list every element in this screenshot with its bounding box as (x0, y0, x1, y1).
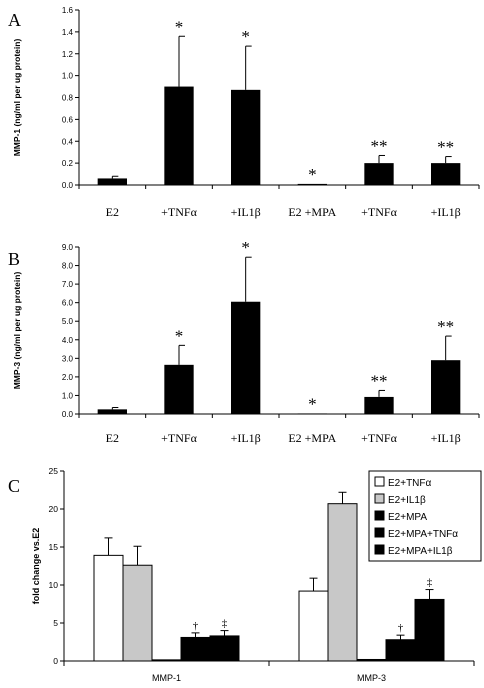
significance-marker: ** (371, 371, 388, 390)
significance-marker: † (193, 620, 199, 632)
significance-marker: * (175, 326, 184, 345)
y-tick-label: 1.0 (62, 391, 74, 400)
legend-entry: E2+MPA+IL1β (388, 546, 453, 557)
y-tick-label: 1.6 (62, 6, 74, 15)
significance-marker: ‡ (222, 618, 228, 630)
legend-entry: E2+MPA (388, 512, 427, 523)
bar (414, 598, 445, 662)
bar (356, 658, 387, 662)
bar (385, 639, 416, 662)
bar (97, 409, 127, 414)
bar (364, 163, 394, 185)
legend-swatch (374, 493, 385, 504)
bar (297, 183, 327, 185)
panel-a: A MMP-1 (ng/ml per ug protein) 0.0 0.2 0.4 0.… (8, 6, 480, 219)
y-axis-label: MMP-1 (ng/ml per ug protein) (12, 39, 22, 157)
y-tick-label: 1.4 (62, 28, 74, 37)
category-label: +IL1β (231, 205, 261, 219)
category-label: E2 +MPA (288, 431, 336, 445)
y-tick-label: 0.0 (62, 410, 74, 419)
bar (209, 635, 240, 662)
bar (97, 178, 127, 185)
significance-marker: ** (437, 317, 454, 336)
panel-label: A (8, 10, 21, 30)
bar (231, 89, 261, 185)
y-tick-label: 0.6 (62, 115, 74, 124)
legend-box (368, 470, 482, 562)
legend-swatch (374, 476, 385, 487)
significance-marker: * (241, 27, 250, 46)
y-tick-label: 0 (53, 656, 58, 666)
y-tick-label: 1.2 (62, 50, 74, 59)
y-tick-label: 2.0 (62, 373, 74, 382)
panel-b: B MMP-3 (ng/ml per ug protein) 0.0 1.0 2.0 3.… (8, 238, 480, 445)
y-tick-label: 5 (53, 618, 58, 628)
significance-marker: * (308, 165, 317, 184)
significance-marker: ** (437, 138, 454, 157)
y-axis-label: fold change vs.E2 (31, 528, 41, 605)
y-tick-label: 0.2 (62, 159, 74, 168)
bar (93, 554, 124, 662)
bar (364, 396, 394, 414)
significance-marker: * (241, 238, 250, 257)
bar (164, 86, 194, 185)
y-tick-label: 25 (49, 466, 59, 476)
significance-marker: * (175, 17, 184, 36)
bar (122, 564, 153, 662)
category-label: +IL1β (231, 431, 261, 445)
y-tick-label: 20 (49, 504, 59, 514)
y-tick-label: 0.8 (62, 94, 74, 103)
y-tick-label: 15 (49, 542, 59, 552)
category-label: +IL1β (431, 431, 461, 445)
category-label: E2 +MPA (288, 205, 336, 219)
significance-marker: * (308, 394, 317, 413)
panel-label: C (8, 476, 20, 496)
y-tick-label: 5.0 (62, 317, 74, 326)
category-label: MMP-1 (152, 673, 181, 683)
y-tick-label: 1.0 (62, 72, 74, 81)
bar (297, 413, 327, 415)
category-label: E2 (106, 431, 119, 445)
legend-swatch (374, 527, 385, 538)
category-label: E2 (106, 205, 119, 219)
bar (431, 360, 461, 414)
category-label: +TNFα (361, 431, 397, 445)
bar (327, 503, 358, 662)
bar (151, 659, 182, 662)
panel-label: B (8, 249, 20, 269)
category-label: +TNFα (161, 205, 197, 219)
y-tick-label: 4.0 (62, 336, 74, 345)
legend-entry: E2+TNFα (388, 478, 432, 489)
legend-entry: E2+IL1β (388, 495, 426, 506)
bar (231, 301, 261, 414)
y-tick-label: 3.0 (62, 354, 74, 363)
legend-swatch (374, 544, 385, 555)
significance-marker: ** (371, 136, 388, 155)
legend-swatch (374, 510, 385, 521)
category-label: +IL1β (431, 205, 461, 219)
significance-marker: ‡ (427, 577, 433, 589)
category-label: MMP-3 (357, 673, 386, 683)
y-tick-label: 8.0 (62, 262, 74, 271)
bar (164, 364, 194, 414)
y-tick-label: 0.0 (62, 181, 74, 190)
legend: E2+TNFα E2+IL1β E2+MPA E2+MPA+TNFα E2+MPA+IL… (368, 470, 482, 562)
bar (298, 590, 329, 662)
y-axis-label: MMP-3 (ng/ml per ug protein) (12, 272, 22, 390)
legend-entry: E2+MPA+TNFα (388, 529, 458, 540)
bar (180, 636, 211, 662)
category-label: +TNFα (161, 431, 197, 445)
significance-marker: † (398, 622, 404, 634)
y-tick-label: 0.4 (62, 137, 74, 146)
category-label: +TNFα (361, 205, 397, 219)
y-tick-label: 7.0 (62, 280, 74, 289)
y-tick-label: 9.0 (62, 243, 74, 252)
bar (431, 163, 461, 185)
y-tick-label: 10 (49, 580, 59, 590)
y-tick-label: 6.0 (62, 299, 74, 308)
